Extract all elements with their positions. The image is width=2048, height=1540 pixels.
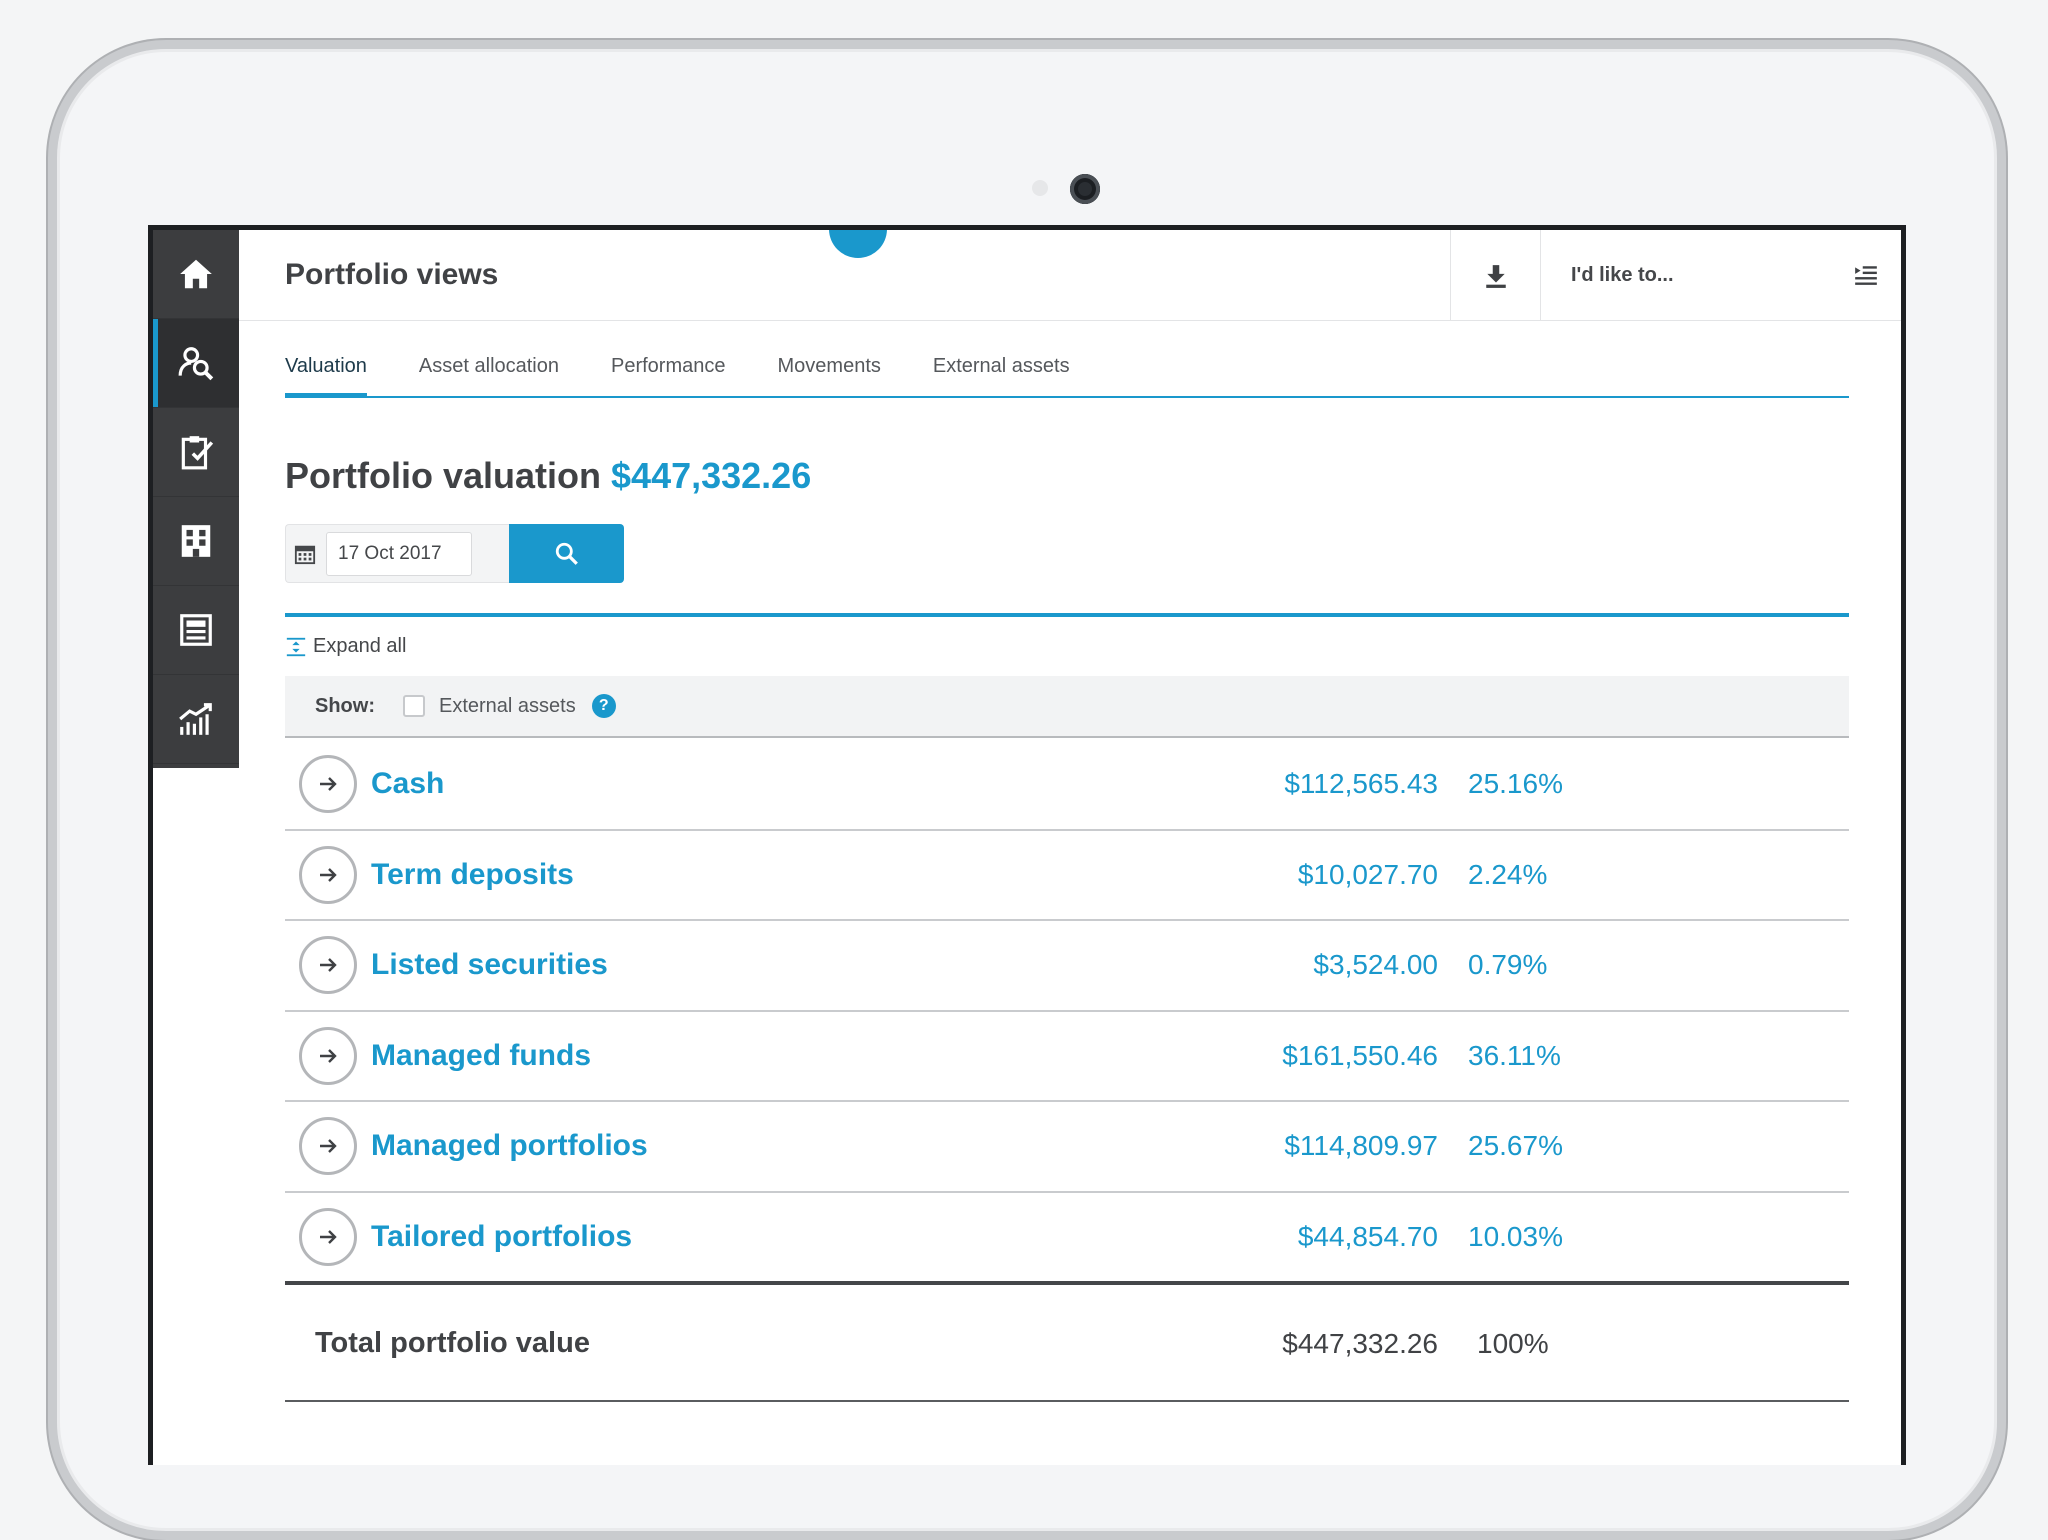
asset-percentage: 10.03% xyxy=(1468,1220,1563,1252)
asset-row-term-deposits[interactable]: Term deposits $10,027.70 2.24% xyxy=(285,831,1849,921)
tab-valuation[interactable]: Valuation xyxy=(285,355,367,398)
total-row: Total portfolio value $447,332.26 100% xyxy=(285,1287,1849,1402)
top-bar: Portfolio views I'd like to... xyxy=(239,230,1901,321)
asset-percentage: 25.67% xyxy=(1468,1130,1563,1162)
arrow-right-icon xyxy=(320,1048,337,1063)
arrow-right-icon xyxy=(320,867,337,882)
valuation-heading: Portfolio valuation $447,332.26 xyxy=(285,455,811,497)
id-like-to-label: I'd like to... xyxy=(1571,264,1674,286)
id-like-to-menu[interactable]: I'd like to... xyxy=(1541,230,1901,321)
search-icon xyxy=(555,542,578,565)
asset-class-list: Cash $112,565.43 25.16% Term deposits $1… xyxy=(285,740,1849,1285)
sidebar-item-business[interactable] xyxy=(153,497,239,586)
asset-name[interactable]: Term deposits xyxy=(371,857,574,891)
asset-percentage: 2.24% xyxy=(1468,858,1548,890)
asset-name[interactable]: Tailored portfolios xyxy=(371,1219,633,1253)
view-tabs: Valuation Asset allocation Performance M… xyxy=(285,321,1849,398)
newspaper-icon xyxy=(180,614,212,646)
asset-name[interactable]: Managed funds xyxy=(371,1038,592,1072)
arrow-right-icon xyxy=(320,958,337,973)
expand-arrow-button[interactable] xyxy=(299,845,357,904)
search-button[interactable] xyxy=(509,524,624,583)
date-picker: 17 Oct 2017 xyxy=(285,524,624,583)
sidebar-item-performance[interactable] xyxy=(153,675,239,764)
expand-arrow-button[interactable] xyxy=(299,1117,357,1176)
asset-value: $10,027.70 xyxy=(1297,858,1438,890)
asset-value: $161,550.46 xyxy=(1282,1039,1438,1071)
total-value: $447,332.26 xyxy=(1282,1327,1438,1359)
valuation-heading-label: Portfolio valuation xyxy=(285,455,602,496)
asset-percentage: 25.16% xyxy=(1468,768,1563,800)
pull-tab[interactable] xyxy=(829,230,887,258)
arrow-right-icon xyxy=(320,1229,337,1244)
asset-value: $112,565.43 xyxy=(1284,768,1438,800)
menu-list-icon xyxy=(1855,265,1877,285)
asset-value: $3,524.00 xyxy=(1313,949,1438,981)
asset-name[interactable]: Managed portfolios xyxy=(371,1129,648,1163)
sensor-dot xyxy=(1032,180,1048,196)
expand-all-button[interactable]: Expand all xyxy=(285,635,406,658)
asset-value: $44,854.70 xyxy=(1297,1220,1438,1252)
tab-asset-allocation[interactable]: Asset allocation xyxy=(418,355,559,377)
expand-arrow-button[interactable] xyxy=(299,1207,357,1266)
download-button[interactable] xyxy=(1450,230,1541,321)
asset-row-managed-funds[interactable]: Managed funds $161,550.46 36.11% xyxy=(285,1012,1849,1102)
page-title: Portfolio views xyxy=(285,258,499,291)
help-icon[interactable]: ? xyxy=(591,694,616,718)
camera-lens xyxy=(1070,174,1100,204)
sidebar-item-portfolio[interactable] xyxy=(153,319,239,408)
expand-arrow-button[interactable] xyxy=(299,755,357,814)
calendar-icon[interactable] xyxy=(294,543,316,565)
total-percentage: 100% xyxy=(1477,1327,1549,1359)
asset-name[interactable]: Cash xyxy=(371,767,445,801)
show-label: Show: xyxy=(315,694,375,717)
show-filter-bar: Show: External assets ? xyxy=(285,676,1849,738)
clipboard-check-icon xyxy=(181,436,214,470)
external-assets-label[interactable]: External assets xyxy=(439,694,576,717)
asset-value: $114,809.97 xyxy=(1284,1130,1438,1162)
asset-name[interactable]: Listed securities xyxy=(371,948,608,982)
sidebar-item-news[interactable] xyxy=(153,586,239,675)
asset-percentage: 0.79% xyxy=(1468,949,1548,981)
expand-arrow-button[interactable] xyxy=(299,936,357,995)
download-icon xyxy=(1485,264,1506,288)
home-icon xyxy=(180,259,212,289)
portfolio-search-icon xyxy=(178,347,214,381)
sidebar-item-home[interactable] xyxy=(153,230,239,319)
tab-external-assets[interactable]: External assets xyxy=(932,355,1070,377)
growth-chart-icon xyxy=(179,703,212,735)
date-input[interactable]: 17 Oct 2017 xyxy=(326,531,472,576)
sidebar-item-tasks[interactable] xyxy=(153,408,239,497)
date-field-wrapper: 17 Oct 2017 xyxy=(285,524,510,583)
sidebar xyxy=(153,230,239,768)
asset-row-managed-portfolios[interactable]: Managed portfolios $114,809.97 25.67% xyxy=(285,1102,1849,1193)
valuation-amount: $447,332.26 xyxy=(611,455,812,496)
section-divider xyxy=(285,613,1849,617)
asset-row-listed-securities[interactable]: Listed securities $3,524.00 0.79% xyxy=(285,921,1849,1012)
screen: Portfolio views I'd like to... xyxy=(148,225,1906,1465)
external-assets-checkbox[interactable] xyxy=(403,695,425,717)
asset-row-tailored-portfolios[interactable]: Tailored portfolios $44,854.70 10.03% xyxy=(285,1193,1849,1285)
total-label: Total portfolio value xyxy=(315,1327,590,1359)
tab-performance[interactable]: Performance xyxy=(611,355,726,377)
expand-all-label: Expand all xyxy=(313,635,407,657)
asset-percentage: 36.11% xyxy=(1468,1039,1561,1071)
expand-arrow-button[interactable] xyxy=(299,1026,357,1085)
arrow-right-icon xyxy=(320,1139,337,1154)
arrow-right-icon xyxy=(320,777,337,792)
building-icon xyxy=(181,525,211,557)
asset-row-cash[interactable]: Cash $112,565.43 25.16% xyxy=(285,740,1849,831)
app-window: Portfolio views I'd like to... xyxy=(153,230,1901,1465)
expand-icon xyxy=(286,637,306,656)
tab-movements[interactable]: Movements xyxy=(777,355,881,377)
